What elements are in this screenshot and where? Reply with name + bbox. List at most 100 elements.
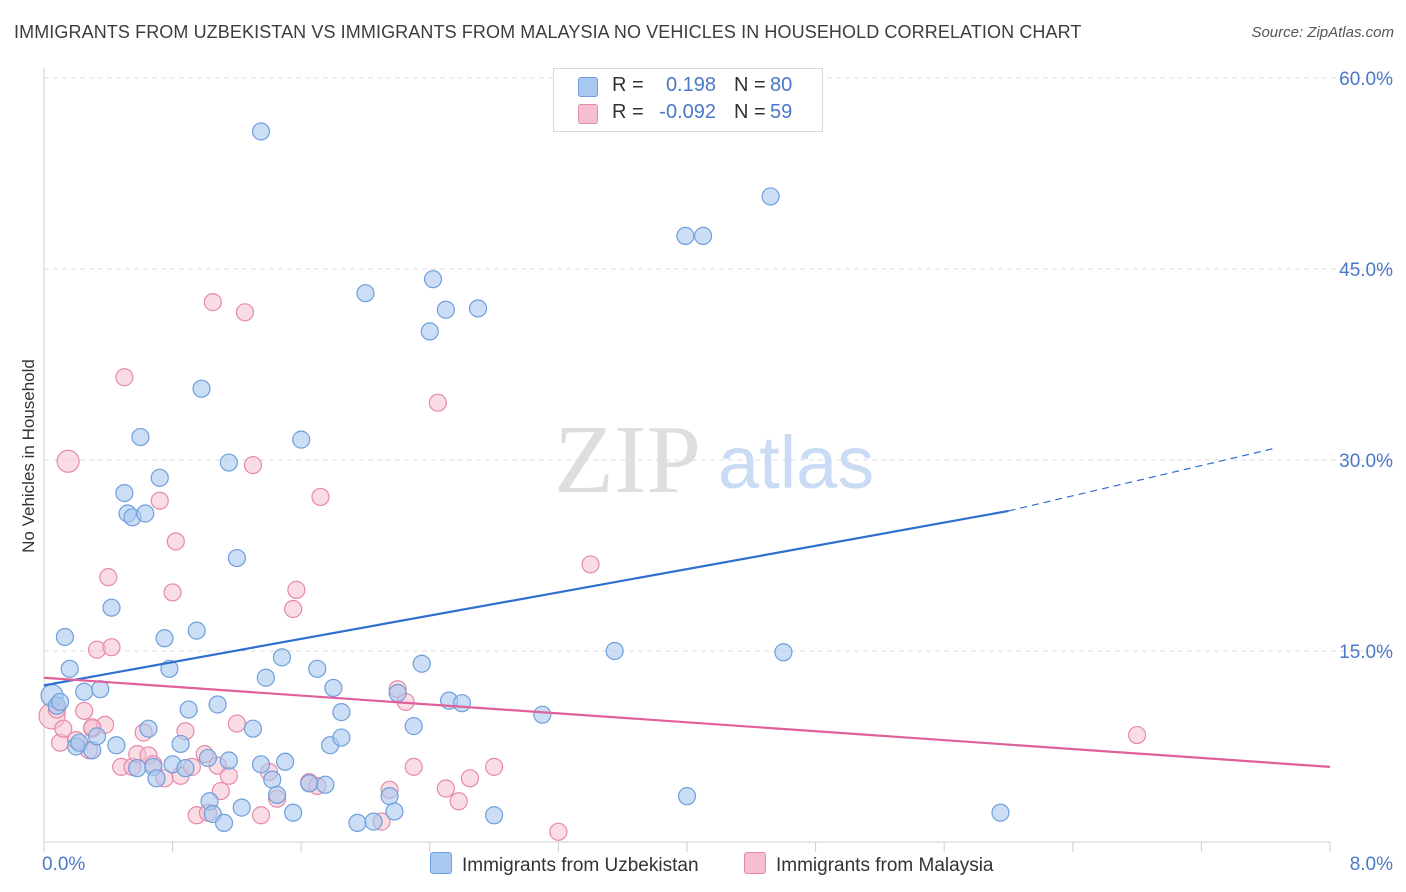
- data-point-uzbekistan: [388, 683, 407, 703]
- legend-r-label: R =: [612, 74, 644, 96]
- data-point-uzbekistan: [55, 627, 74, 647]
- legend-n-value: 80: [770, 74, 793, 96]
- data-point-uzbekistan: [423, 270, 443, 289]
- data-point-uzbekistan: [605, 641, 624, 661]
- data-point-malaysia: [311, 487, 330, 507]
- data-point-uzbekistan: [219, 751, 238, 770]
- trend-lines: [43, 447, 1331, 768]
- data-point-uzbekistan: [147, 769, 166, 788]
- data-point-uzbekistan: [208, 695, 227, 714]
- data-point-malaysia: [449, 792, 468, 811]
- tick-labels: 15.0% 30.0% 45.0% 60.0% 0.0% 8.0%: [42, 69, 1393, 875]
- chart-title: IMMIGRANTS FROM UZBEKISTAN VS IMMIGRANTS…: [14, 22, 1082, 42]
- grid-lines: [44, 77, 1392, 652]
- legend-n-label: N =: [734, 101, 766, 123]
- data-point-uzbekistan: [404, 717, 423, 736]
- legend-swatch-pink: [578, 104, 598, 124]
- data-point-uzbekistan: [179, 700, 198, 719]
- data-point-uzbekistan: [356, 284, 375, 303]
- data-point-uzbekistan: [150, 468, 169, 487]
- data-point-malaysia: [251, 806, 271, 825]
- data-point-malaysia: [99, 568, 118, 587]
- data-point-uzbekistan: [131, 427, 150, 447]
- data-point-malaysia: [54, 719, 73, 738]
- source-label: Source: ZipAtlas.com: [1251, 24, 1394, 41]
- data-point-uzbekistan: [452, 694, 472, 713]
- data-point-uzbekistan: [139, 719, 158, 738]
- trend-line-uzbekistan: [43, 509, 1009, 687]
- data-point-uzbekistan: [991, 803, 1010, 822]
- data-point-malaysia: [235, 303, 255, 322]
- bottom-legend-swatch-blue: [430, 852, 452, 874]
- data-point-uzbekistan: [316, 775, 335, 794]
- data-point-uzbekistan: [348, 813, 367, 833]
- data-point-uzbekistan: [91, 680, 110, 699]
- data-point-malaysia: [150, 491, 169, 510]
- data-point-uzbekistan: [284, 803, 303, 822]
- data-point-uzbekistan: [332, 728, 351, 747]
- data-point-uzbekistan: [676, 226, 695, 245]
- data-point-uzbekistan: [176, 759, 195, 778]
- data-point-malaysia: [163, 583, 182, 602]
- trend-line-uzbekistan-extension: [1008, 447, 1274, 512]
- data-point-uzbekistan: [485, 806, 504, 825]
- data-point-uzbekistan: [115, 484, 134, 503]
- data-point-uzbekistan: [380, 787, 399, 806]
- data-point-uzbekistan: [468, 299, 488, 318]
- trend-line-malaysia: [43, 676, 1331, 768]
- series-uzbekistan-points: [40, 122, 1010, 833]
- bottom-legend-label: Immigrants from Uzbekistan: [462, 855, 699, 876]
- data-point-uzbekistan: [412, 654, 431, 673]
- legend-n-label: N =: [734, 74, 766, 96]
- data-point-uzbekistan: [420, 322, 439, 341]
- bottom-legend-swatch-pink: [744, 852, 766, 874]
- data-point-uzbekistan: [214, 813, 234, 833]
- data-point-uzbekistan: [198, 748, 218, 768]
- data-point-uzbekistan: [251, 755, 271, 774]
- data-point-uzbekistan: [677, 787, 697, 806]
- watermark-atlas: atlas: [718, 421, 874, 504]
- data-point-uzbekistan: [128, 759, 147, 778]
- data-point-uzbekistan: [192, 379, 211, 398]
- data-point-uzbekistan: [60, 659, 79, 678]
- data-point-uzbekistan: [187, 621, 206, 640]
- y-tick-label: 15.0%: [1339, 642, 1393, 663]
- data-point-malaysia: [1127, 725, 1147, 745]
- data-point-uzbekistan: [292, 430, 311, 449]
- y-tick-label: 60.0%: [1339, 69, 1393, 90]
- data-point-uzbekistan: [276, 752, 295, 771]
- data-point-malaysia: [243, 455, 263, 475]
- legend-swatch-blue: [578, 77, 598, 97]
- y-axis-title: No Vehicles in Household: [19, 359, 38, 553]
- data-point-malaysia: [428, 393, 447, 412]
- data-point-uzbekistan: [436, 300, 455, 319]
- data-point-uzbekistan: [774, 643, 793, 662]
- data-point-uzbekistan: [155, 629, 174, 648]
- data-point-uzbekistan: [171, 734, 190, 754]
- data-point-uzbekistan: [102, 598, 121, 617]
- legend-n-value: 59: [770, 101, 793, 123]
- data-point-uzbekistan: [332, 703, 351, 722]
- data-point-uzbekistan: [267, 785, 287, 804]
- bottom-legend-malaysia: Immigrants from Malaysia: [744, 852, 994, 877]
- x-tick-label: 0.0%: [42, 854, 85, 875]
- data-point-malaysia: [227, 714, 246, 733]
- data-point-uzbekistan: [227, 548, 246, 568]
- data-point-malaysia: [581, 555, 600, 574]
- data-point-uzbekistan: [256, 668, 275, 687]
- data-point-uzbekistan: [107, 736, 126, 755]
- bottom-legend-label: Immigrants from Malaysia: [776, 855, 994, 876]
- data-point-malaysia: [287, 580, 306, 599]
- data-point-malaysia: [56, 449, 80, 473]
- data-point-malaysia: [75, 701, 94, 720]
- data-point-malaysia: [460, 769, 480, 788]
- legend-r-label: R =: [612, 101, 644, 123]
- data-point-uzbekistan: [385, 802, 404, 821]
- data-point-uzbekistan: [232, 798, 251, 817]
- data-point-uzbekistan: [75, 682, 94, 701]
- data-point-uzbekistan: [300, 774, 319, 793]
- data-point-malaysia: [166, 532, 185, 551]
- data-point-malaysia: [115, 368, 134, 387]
- data-point-uzbekistan: [87, 727, 107, 746]
